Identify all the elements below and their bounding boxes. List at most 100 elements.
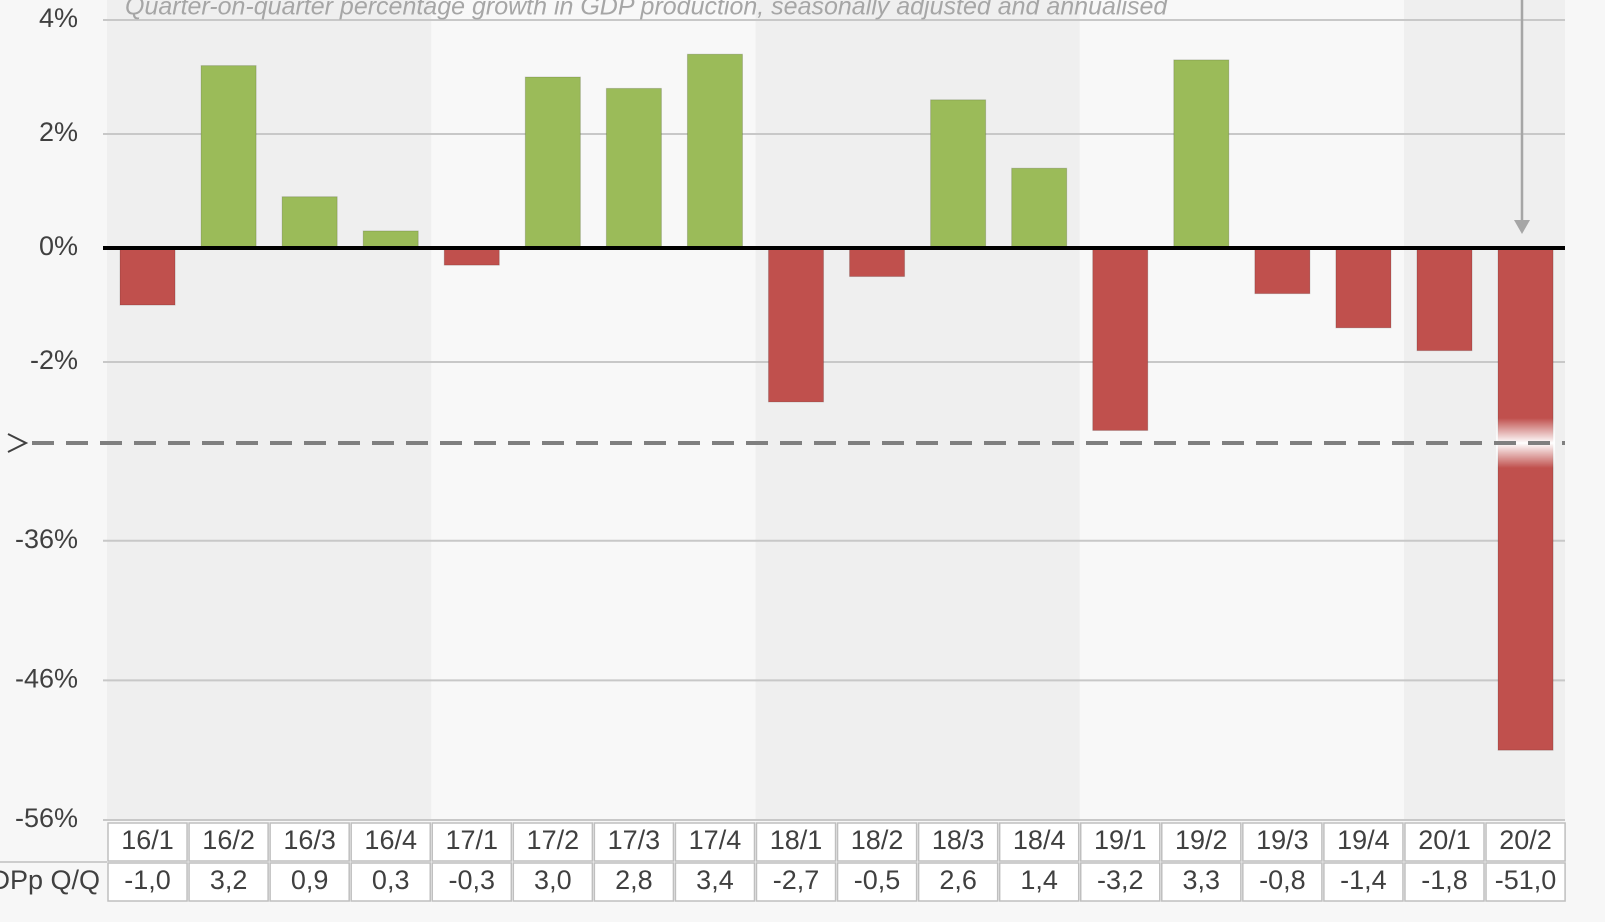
table-cell — [998, 862, 1080, 902]
category-label: 17/2 — [527, 825, 580, 855]
table-cell — [755, 822, 837, 862]
value-label: -1,0 — [124, 865, 171, 895]
bar — [605, 87, 662, 249]
category-label: 18/3 — [932, 825, 985, 855]
table-cell — [836, 822, 918, 862]
bar — [119, 247, 176, 306]
category-label: 16/4 — [364, 825, 417, 855]
category-label: 20/2 — [1499, 825, 1552, 855]
table-cell — [269, 862, 350, 902]
category-label: 20/1 — [1418, 825, 1471, 855]
bar — [1416, 247, 1473, 352]
year-band — [755, 0, 1080, 820]
value-label: 3,0 — [534, 865, 572, 895]
category-label: 18/4 — [1013, 825, 1066, 855]
bar — [524, 76, 581, 249]
value-label: 0,3 — [372, 865, 410, 895]
value-label: -1,8 — [1421, 865, 1468, 895]
value-label: -1,4 — [1340, 865, 1387, 895]
chart-title: Quarter-on-quarter percentage growth in … — [125, 0, 1168, 21]
arrow-head — [1514, 220, 1530, 234]
bar-lower-part — [1497, 442, 1554, 751]
table-cell — [593, 822, 675, 862]
category-label: 16/1 — [121, 825, 174, 855]
bar — [1092, 247, 1149, 431]
table-cell — [350, 862, 431, 902]
table-cell — [512, 822, 594, 862]
bar — [362, 230, 419, 249]
overlay: Quarter-on-quarter percentage growth in … — [0, 0, 1566, 902]
category-label: 19/3 — [1256, 825, 1309, 855]
value-label: 3,3 — [1183, 865, 1221, 895]
y-tick-label: -36% — [15, 524, 78, 554]
table-cell — [1404, 862, 1485, 902]
bar — [686, 53, 743, 249]
bar-upper-part — [1497, 247, 1554, 444]
table-cell — [1161, 822, 1242, 862]
y-tick-label: -46% — [15, 663, 78, 693]
value-label: 3,4 — [696, 865, 734, 895]
category-label: 18/1 — [770, 825, 823, 855]
table-cell — [431, 822, 513, 862]
category-label: 19/2 — [1175, 825, 1228, 855]
bar — [930, 99, 987, 249]
table-cell — [1485, 822, 1566, 862]
bar — [1254, 247, 1311, 295]
table-cell — [512, 862, 594, 902]
table-cell — [107, 822, 188, 862]
table-cell — [188, 862, 269, 902]
table-cell — [755, 862, 837, 902]
bars — [119, 53, 1556, 751]
value-label: 3,2 — [210, 865, 248, 895]
table-cell — [917, 862, 999, 902]
table-cell — [1161, 862, 1242, 902]
y-tick-label: 0% — [39, 231, 78, 261]
category-label: 19/1 — [1094, 825, 1147, 855]
table-cell — [836, 862, 918, 902]
value-label: -51,0 — [1495, 865, 1557, 895]
table-cell — [1079, 822, 1161, 862]
bar — [1173, 59, 1230, 249]
category-label: 17/3 — [608, 825, 661, 855]
table-cell — [1323, 862, 1404, 902]
category-label: 16/3 — [283, 825, 336, 855]
table-cell — [269, 822, 350, 862]
table-cell — [917, 822, 999, 862]
value-label: -2,7 — [773, 865, 820, 895]
value-label: -0,3 — [449, 865, 496, 895]
value-label: 1,4 — [1020, 865, 1058, 895]
table-cell — [188, 822, 269, 862]
bar — [1335, 247, 1392, 329]
table-cell — [350, 822, 431, 862]
value-label: 2,6 — [939, 865, 977, 895]
year-band — [107, 0, 432, 820]
category-label: 18/2 — [851, 825, 904, 855]
value-label: -0,8 — [1259, 865, 1306, 895]
table-cell — [674, 822, 756, 862]
table-cell — [431, 862, 513, 902]
bar — [767, 247, 825, 403]
bar — [200, 65, 257, 249]
category-label: 17/1 — [445, 825, 498, 855]
table-cell — [998, 822, 1080, 862]
table-cell — [593, 862, 675, 902]
bar — [443, 247, 500, 266]
row-header: DPp Q/Q — [0, 865, 100, 895]
category-label: 19/4 — [1337, 825, 1390, 855]
table-cell — [1079, 862, 1161, 902]
table-cell — [674, 862, 756, 902]
category-label: 16/2 — [202, 825, 255, 855]
value-label: 2,8 — [615, 865, 653, 895]
y-tick-label: 4% — [39, 3, 78, 33]
y-tick-label: -2% — [30, 345, 78, 375]
bar — [281, 196, 338, 249]
y-tick-label: 2% — [39, 117, 78, 147]
category-label: 17/4 — [689, 825, 742, 855]
table-cell — [1242, 822, 1323, 862]
y-tick-label: -56% — [15, 803, 78, 833]
value-label: -3,2 — [1097, 865, 1144, 895]
table-cell — [1485, 862, 1566, 902]
value-label: -0,5 — [854, 865, 901, 895]
